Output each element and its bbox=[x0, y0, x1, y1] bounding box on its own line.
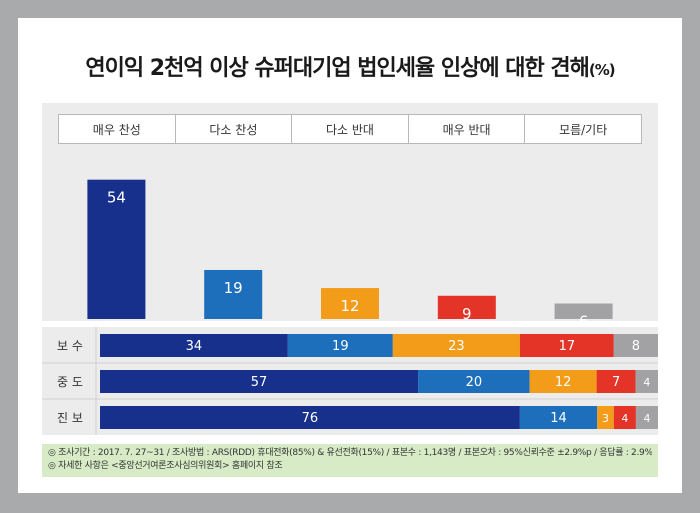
legend-item-2: 다소 찬성 bbox=[176, 115, 293, 143]
legend-item-1: 매우 찬성 bbox=[59, 115, 176, 143]
survey-footnote: ◎ 조사기간 : 2017. 7. 27~31 / 조사방법 : ARS(RDD… bbox=[42, 444, 658, 477]
bar-value-label-4: 9 bbox=[462, 305, 472, 323]
stack-value-label-3-5: 4 bbox=[643, 412, 650, 425]
stack-segment-1-2 bbox=[287, 334, 393, 357]
stack-segment-1-3 bbox=[392, 334, 520, 357]
footnote-line-2: ◎ 자세한 사항은 <중앙선거여론조사심의위원회> 홈페이지 참조 bbox=[48, 461, 283, 471]
bar-value-label-2: 19 bbox=[224, 279, 243, 297]
stack-segment-2-5 bbox=[635, 370, 658, 393]
stack-value-label-1-2: 19 bbox=[332, 339, 349, 354]
bar-value-label-3: 12 bbox=[340, 297, 359, 315]
stack-segment-3-2 bbox=[519, 406, 598, 429]
stack-segment-1-4 bbox=[519, 334, 614, 357]
stack-value-label-3-1: 76 bbox=[302, 411, 319, 426]
bar-value-label-5: 6 bbox=[579, 313, 589, 331]
bar-value-label-1: 54 bbox=[107, 189, 126, 207]
stack-segment-1-1 bbox=[100, 334, 288, 357]
bar-4 bbox=[437, 295, 496, 319]
chart-title: 연이익 2천억 이상 슈퍼대기업 법인세율 인상에 대한 견해(%) bbox=[0, 50, 700, 82]
stack-segment-1-5 bbox=[613, 334, 658, 357]
stack-value-label-1-5: 8 bbox=[632, 339, 640, 354]
bar-2 bbox=[204, 269, 263, 319]
stack-row-label-1: 보 수 bbox=[57, 339, 83, 353]
stack-segment-3-5 bbox=[635, 406, 658, 429]
stack-segment-2-4 bbox=[596, 370, 636, 393]
title-text: 연이익 2천억 이상 슈퍼대기업 법인세율 인상에 대한 견해 bbox=[85, 56, 589, 81]
stack-value-label-3-3: 3 bbox=[602, 412, 609, 425]
bar-1 bbox=[87, 179, 146, 319]
stack-value-label-2-3: 12 bbox=[555, 375, 572, 390]
stack-row-label-2: 중 도 bbox=[57, 375, 83, 389]
stack-segment-2-3 bbox=[529, 370, 597, 393]
stack-segment-3-3 bbox=[597, 406, 614, 429]
stack-value-label-3-4: 4 bbox=[621, 412, 628, 425]
stack-segment-3-1 bbox=[100, 406, 520, 429]
legend-item-4: 매우 반대 bbox=[409, 115, 526, 143]
stack-value-label-2-2: 20 bbox=[466, 375, 483, 390]
stack-value-label-2-1: 57 bbox=[251, 375, 268, 390]
stack-segment-2-1 bbox=[100, 370, 419, 393]
stack-segment-2-2 bbox=[418, 370, 530, 393]
stack-segment-3-4 bbox=[613, 406, 636, 429]
bar-3 bbox=[321, 288, 379, 319]
bar-5 bbox=[554, 303, 613, 319]
stack-value-label-1-3: 23 bbox=[448, 339, 465, 354]
stack-value-label-2-4: 7 bbox=[612, 375, 620, 390]
stack-value-label-1-4: 17 bbox=[559, 339, 576, 354]
legend-item-5: 모름/기타 bbox=[559, 122, 608, 137]
footnote-line-1: ◎ 조사기간 : 2017. 7. 27~31 / 조사방법 : ARS(RDD… bbox=[48, 448, 652, 458]
stack-value-label-3-2: 14 bbox=[550, 411, 567, 426]
stack-row-label-3: 진 보 bbox=[57, 411, 83, 425]
legend-row: 매우 찬성 다소 찬성 다소 반대 매우 반대 모름/기타 bbox=[58, 114, 642, 144]
stack-value-label-2-5: 4 bbox=[643, 376, 650, 389]
legend-item-3: 다소 반대 bbox=[292, 115, 409, 143]
title-unit: (%) bbox=[588, 61, 616, 79]
stack-value-label-1-1: 34 bbox=[186, 339, 203, 354]
